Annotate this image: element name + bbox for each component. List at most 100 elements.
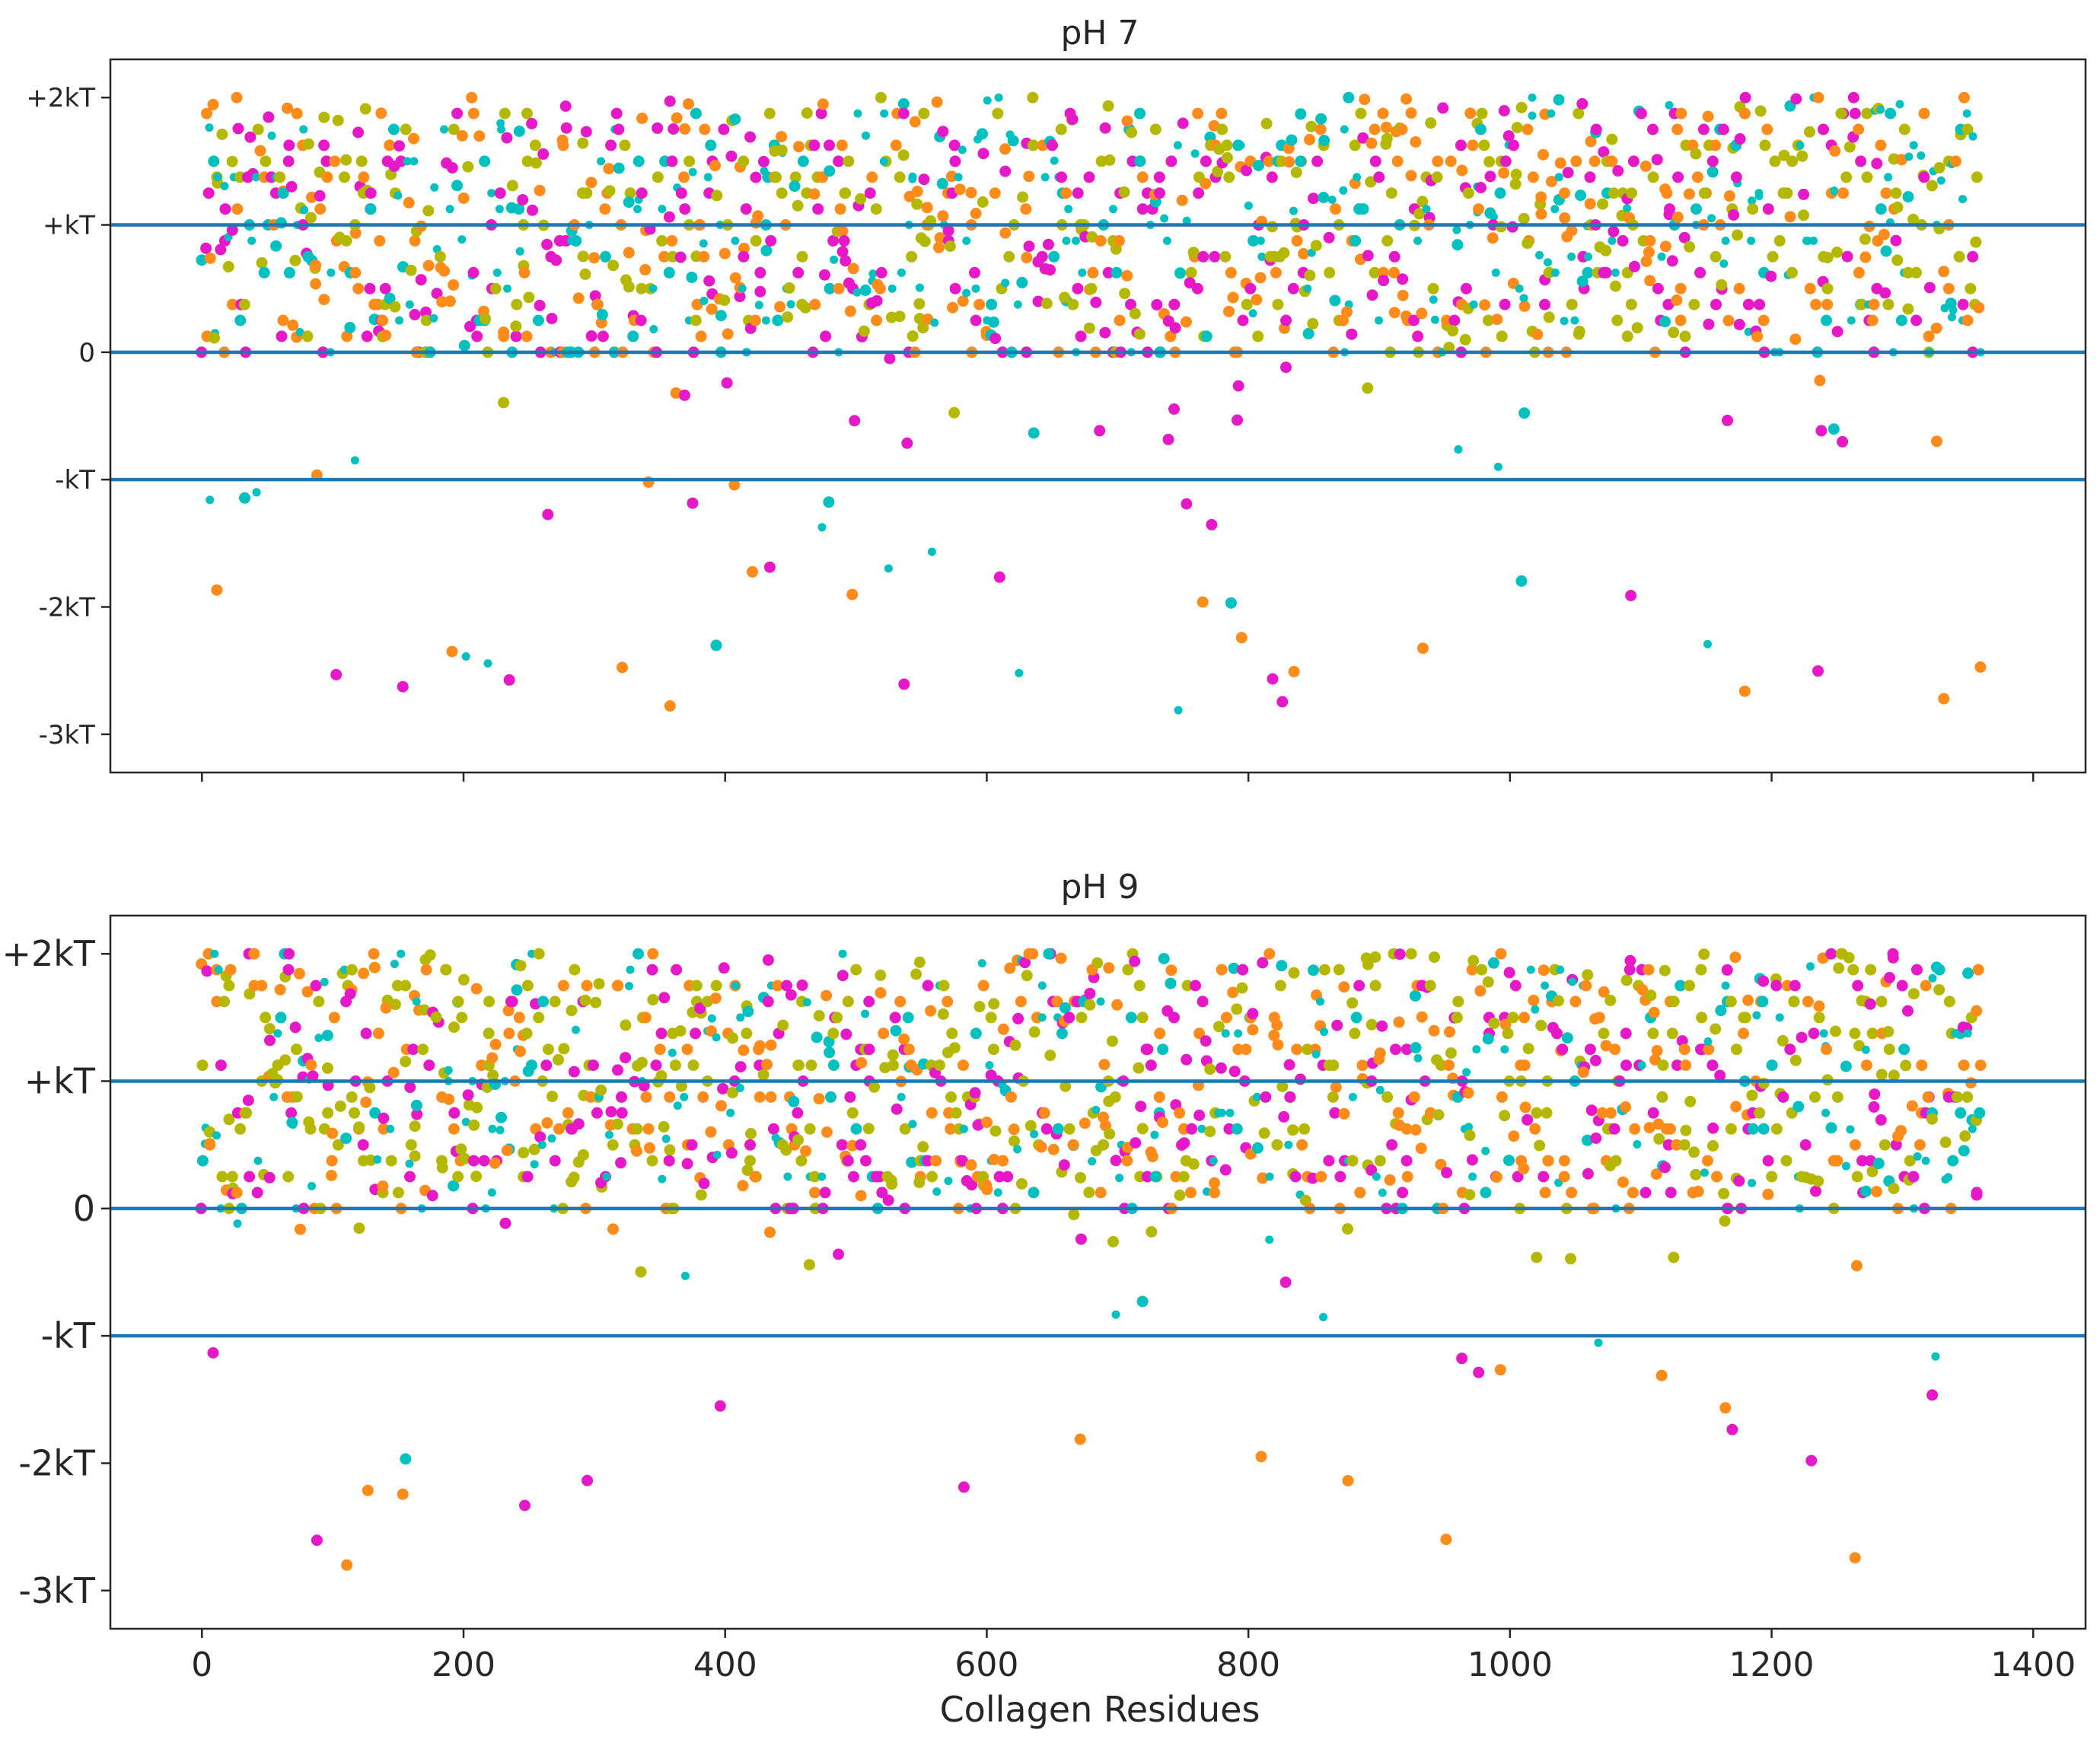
data-point xyxy=(222,260,234,272)
data-point xyxy=(897,107,910,119)
data-point xyxy=(375,107,387,119)
data-point xyxy=(862,131,870,140)
data-point xyxy=(372,1027,384,1040)
data-point xyxy=(1770,1123,1783,1135)
data-point xyxy=(1324,266,1336,279)
data-point xyxy=(1094,425,1106,437)
data-point xyxy=(1264,948,1276,960)
data-point xyxy=(658,205,667,213)
data-point xyxy=(709,992,722,1005)
data-point xyxy=(300,205,308,215)
data-point xyxy=(910,968,923,980)
data-point xyxy=(844,1091,856,1103)
data-point xyxy=(668,1048,677,1057)
data-point xyxy=(1020,203,1032,215)
data-point xyxy=(287,319,299,331)
data-point xyxy=(1671,123,1684,135)
data-point xyxy=(1027,91,1039,104)
data-point xyxy=(321,1062,333,1074)
data-point xyxy=(813,1010,825,1022)
data-point xyxy=(1109,205,1117,214)
data-point xyxy=(948,1042,961,1054)
data-point xyxy=(772,314,784,327)
data-point xyxy=(320,977,329,986)
data-point xyxy=(462,1089,474,1101)
data-point xyxy=(954,183,966,196)
data-point xyxy=(1739,91,1751,104)
data-point xyxy=(1531,1251,1543,1263)
data-point xyxy=(1522,1043,1534,1055)
data-point xyxy=(1451,1011,1463,1024)
data-point xyxy=(1257,1172,1269,1184)
data-point xyxy=(705,139,717,151)
data-point xyxy=(448,1123,460,1135)
data-point xyxy=(1902,266,1914,279)
data-point xyxy=(318,139,330,151)
data-point xyxy=(1933,161,1945,174)
data-point xyxy=(1631,322,1643,334)
data-point xyxy=(760,1059,773,1071)
data-point xyxy=(793,141,805,153)
data-point xyxy=(534,1131,547,1143)
data-point xyxy=(302,138,314,150)
data-point xyxy=(635,1266,647,1278)
data-point xyxy=(473,130,486,142)
data-point xyxy=(231,91,243,104)
data-point xyxy=(384,139,396,151)
data-point xyxy=(1831,1091,1843,1103)
data-point xyxy=(741,1164,754,1177)
data-point xyxy=(1318,192,1330,203)
data-point xyxy=(1692,1185,1704,1197)
data-point xyxy=(1098,1139,1110,1151)
data-point xyxy=(1464,1123,1473,1132)
data-point xyxy=(1393,1016,1405,1028)
data-point xyxy=(344,321,356,333)
data-point xyxy=(267,131,276,140)
data-point xyxy=(679,123,691,135)
data-point xyxy=(1545,176,1557,187)
data-point xyxy=(1464,1189,1476,1201)
data-point xyxy=(926,1107,938,1119)
data-point xyxy=(1168,403,1180,415)
data-point xyxy=(1015,668,1024,677)
data-point xyxy=(962,236,971,245)
data-point xyxy=(1047,1143,1060,1155)
data-point xyxy=(521,1027,533,1040)
data-point xyxy=(1918,171,1930,183)
data-point xyxy=(1490,1171,1503,1183)
data-point xyxy=(1942,282,1955,295)
data-point xyxy=(1365,1164,1378,1176)
data-point xyxy=(1671,211,1684,223)
data-point xyxy=(1554,157,1566,169)
data-point xyxy=(1856,298,1868,311)
data-point xyxy=(1212,165,1224,177)
data-point xyxy=(1703,1037,1713,1046)
data-point xyxy=(1784,211,1796,223)
data-point xyxy=(1959,1130,1971,1142)
data-point xyxy=(981,1117,993,1129)
data-point xyxy=(1672,171,1684,183)
data-point xyxy=(1652,282,1664,295)
data-point xyxy=(678,171,690,183)
data-point xyxy=(329,155,341,167)
data-point xyxy=(340,1133,352,1145)
data-point xyxy=(200,242,212,254)
data-point xyxy=(1957,298,1969,311)
data-point xyxy=(467,1155,480,1167)
data-point xyxy=(1040,298,1053,310)
data-point xyxy=(1302,327,1314,339)
data-point xyxy=(757,155,770,167)
data-point xyxy=(1295,155,1307,167)
data-point xyxy=(718,123,730,135)
data-point xyxy=(1710,1023,1722,1035)
data-point xyxy=(1963,1029,1972,1038)
data-point xyxy=(1474,123,1487,135)
data-point xyxy=(226,155,238,167)
data-point xyxy=(993,571,1005,583)
data-point xyxy=(785,989,797,1001)
data-point xyxy=(1353,980,1365,992)
data-point xyxy=(1302,1043,1314,1056)
data-point xyxy=(458,339,470,352)
data-point xyxy=(400,123,412,135)
